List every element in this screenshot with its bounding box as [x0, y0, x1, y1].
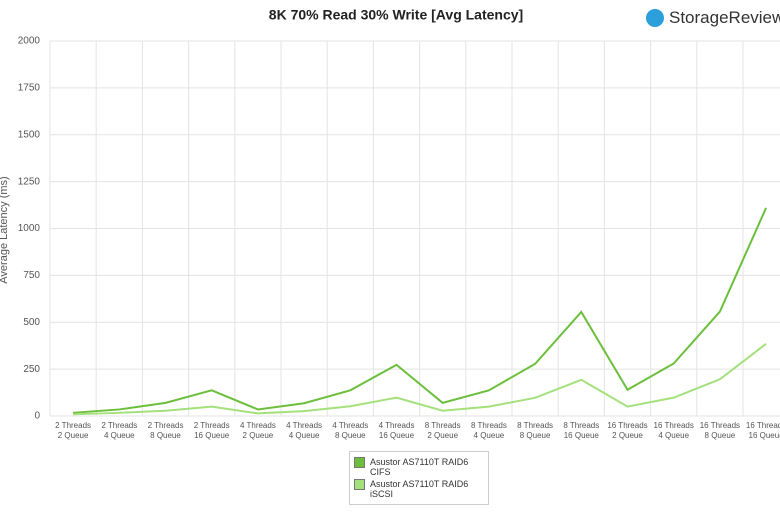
series-line: [73, 207, 768, 414]
logo: StorageReview: [646, 8, 780, 28]
x-tick-label: 2 Threads 8 Queue: [147, 421, 184, 440]
chart-title: 8K 70% Read 30% Write [Avg Latency]: [269, 7, 523, 23]
y-tick-label: 2000: [18, 36, 41, 47]
y-tick-label: 1750: [18, 83, 41, 94]
y-tick-label: 500: [23, 317, 40, 328]
logo-icon: [646, 9, 664, 27]
x-tick-label: 8 Threads 16 Queue: [563, 421, 600, 440]
x-tick-label: 8 Threads 8 Queue: [517, 421, 554, 440]
x-tick-label: 16 Threads 4 Queue: [653, 421, 694, 440]
x-tick-label: 2 Threads 2 Queue: [55, 421, 92, 440]
legend-swatch: [354, 457, 365, 468]
x-tick-label: 8 Threads 4 Queue: [470, 421, 507, 440]
x-tick-label: 8 Threads 2 Queue: [424, 421, 461, 440]
legend-item: Asustor AS7110T RAID6 iSCSI: [354, 479, 484, 499]
y-tick-label: 1000: [18, 223, 41, 234]
x-tick-label: 16 Threads 2 Queue: [607, 421, 648, 440]
y-tick-label: 750: [23, 270, 40, 281]
x-tick-label: 2 Threads 16 Queue: [193, 421, 230, 440]
series-line: [73, 343, 767, 416]
x-tick-label: 16 Threads 8 Queue: [699, 421, 741, 440]
x-tick-label: 16 Threads 16 Queue: [745, 421, 780, 440]
x-tick-label: 4 Threads 4 Queue: [286, 421, 323, 440]
x-tick-label: 4 Threads 8 Queue: [332, 421, 369, 440]
legend-swatch: [354, 479, 365, 490]
legend-label: Asustor AS7110T RAID6 CIFS: [370, 457, 469, 477]
y-axis-title: Average Latency (ms): [0, 176, 10, 283]
y-tick-label: 250: [23, 364, 40, 375]
y-tick-label: 1250: [18, 176, 41, 187]
logo-text: StorageReview: [669, 8, 780, 27]
x-tick-label: 2 Threads 4 Queue: [101, 421, 138, 440]
y-tick-label: 1500: [18, 129, 41, 140]
legend: Asustor AS7110T RAID6 CIFS Asustor AS7110…: [349, 451, 489, 505]
legend-label: Asustor AS7110T RAID6 iSCSI: [370, 479, 469, 499]
legend-item: Asustor AS7110T RAID6 CIFS: [354, 457, 484, 477]
x-tick-label: 4 Threads 16 Queue: [378, 421, 415, 440]
x-tick-label: 4 Threads 2 Queue: [239, 421, 276, 440]
y-tick-label: 0: [34, 411, 40, 422]
